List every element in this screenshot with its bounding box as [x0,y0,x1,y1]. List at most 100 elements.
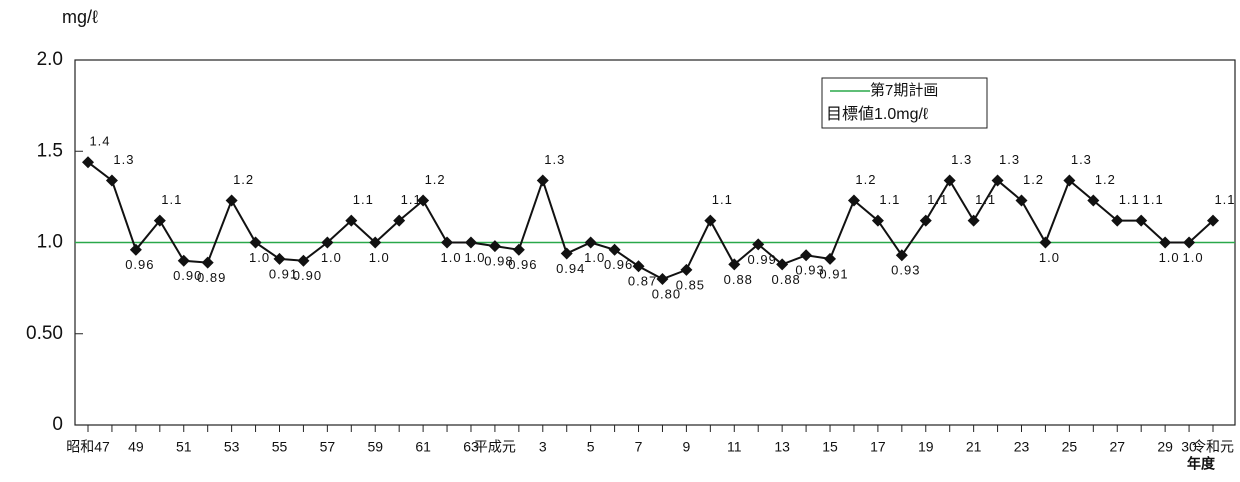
data-label: 0.87 [628,274,657,289]
data-label: 0.93 [795,263,824,278]
data-label: 1.0 [584,250,605,265]
point [441,236,454,249]
data-label: 1.4 [89,134,110,149]
point [608,243,621,256]
point [177,254,190,267]
data-label: 1.2 [855,172,876,187]
point [560,247,573,260]
point [393,214,406,227]
legend: 第7期計画 目標値1.0mg/ℓ [821,77,988,129]
x-tick-label: 57 [320,439,336,455]
y-tick-label: 2.0 [37,49,63,70]
data-label: 1.2 [1023,172,1044,187]
x-tick-label: 11 [727,439,742,455]
data-label: 1.0 [464,250,485,265]
point [105,174,118,187]
point [632,260,645,273]
point [369,236,382,249]
point [536,174,549,187]
data-label: 0.90 [293,268,322,283]
data-label: 1.3 [951,152,972,167]
data-label: 0.93 [891,263,920,278]
point [776,258,789,271]
data-label: 1.3 [1071,152,1092,167]
data-label: 1.0 [321,250,342,265]
point [1087,194,1100,207]
point [752,238,765,251]
legend-box [821,77,988,129]
point [201,256,214,269]
point [824,252,837,265]
y-tick-label: 1.0 [37,232,63,253]
data-label: 1.0 [1159,250,1180,265]
point [800,249,813,262]
x-tick-label: 53 [224,439,240,455]
x-tick-label: 19 [918,439,934,455]
data-label: 1.1 [1143,192,1164,207]
point [297,254,310,267]
point [1111,214,1124,227]
point [656,273,669,285]
data-label: 1.1 [712,192,733,207]
point [895,249,908,262]
data-label: 1.1 [1119,192,1140,207]
point [464,236,477,249]
x-tick-label: 5 [587,439,595,455]
x-tick-label: 51 [176,439,192,455]
data-label: 1.2 [1095,172,1116,187]
data-label: 1.1 [401,192,422,207]
data-label: 1.0 [1183,250,1204,265]
x-tick-label: 平成元 [474,439,516,455]
data-label: 0.99 [748,252,777,267]
point [967,214,980,227]
data-label: 0.85 [676,277,705,292]
data-label: 0.80 [652,286,681,301]
data-label: 1.0 [249,250,270,265]
point [1015,194,1028,207]
x-tick-label: 7 [635,439,643,455]
legend-text: 第7期計画 [870,81,938,99]
data-label: 1.1 [927,192,948,207]
data-label: 1.2 [233,172,254,187]
data-label: 0.96 [125,257,154,272]
x-tick-label: 15 [822,439,838,455]
x-tick-label: 17 [870,439,886,455]
x-tick-label: 63 [463,439,479,455]
point [129,243,142,256]
point [991,174,1004,187]
data-label: 0.96 [508,257,537,272]
point [1063,174,1076,187]
data-label: 1.3 [544,152,565,167]
point [680,263,693,276]
data-label: 1.1 [879,192,900,207]
data-label: 1.0 [1039,250,1060,265]
point [225,194,238,207]
series-line [87,161,1214,281]
x-tick-label: 昭和47 [66,439,110,455]
point [728,258,741,271]
y-tick-label: 1.5 [37,140,63,161]
data-label: 1.3 [113,152,134,167]
point [871,214,884,227]
unit-label: mg/ℓ [62,7,98,27]
data-label: 1.1 [975,192,996,207]
x-tick-label: 25 [1062,439,1078,455]
x-tick-label: 令和元 [1192,439,1234,455]
point [249,236,262,249]
data-label: 0.96 [604,257,633,272]
data-label: 1.2 [425,172,446,187]
x-tick-label: 9 [683,439,691,455]
x-tick-label: 55 [272,439,288,455]
point [1135,214,1148,227]
data-label: 1.0 [369,250,390,265]
data-label: 1.3 [999,152,1020,167]
point [512,243,525,256]
x-tick-label: 61 [415,439,431,455]
point [153,214,166,227]
y-tick-label: 0 [52,414,63,435]
point [1207,214,1219,227]
point [488,240,501,253]
data-label: 0.91 [269,266,298,281]
x-tick-label: 3 [539,439,547,455]
